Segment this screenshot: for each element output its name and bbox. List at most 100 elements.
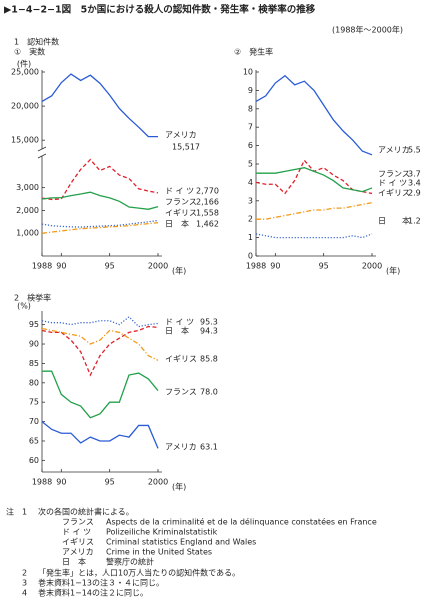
value-label: 3.7 (408, 170, 421, 179)
series-line (41, 158, 159, 201)
series-line (256, 167, 373, 193)
series-line (42, 370, 159, 419)
x-tick-label: 1988 (246, 262, 266, 271)
notes: 注 1 次の各国の統計書による。 フランス Aspects de la crim… (6, 507, 377, 598)
y-axis-unit: (%) (17, 302, 31, 311)
y-tick-label: 10 (243, 68, 253, 77)
series-label: ド イ ツ (378, 179, 407, 188)
period: (1988年～2000年) (332, 25, 403, 35)
x-tick-label: 90 (270, 262, 280, 271)
note-number: 1 (22, 508, 27, 517)
y-tick-label: 75 (29, 398, 39, 407)
chart-title: ① 実数 (14, 47, 45, 57)
x-tick-label: 2000 (362, 262, 382, 271)
y-tick-label: 4 (248, 178, 253, 187)
x-tick-label: 1988 (32, 478, 52, 487)
y-tick-label: 2 (248, 215, 253, 224)
value-label: 2,770 (196, 187, 219, 196)
value-label: 95.3 (200, 318, 218, 327)
series-line (41, 191, 159, 210)
value-label: 2,166 (196, 198, 219, 207)
value-label: 63.1 (200, 443, 218, 452)
note-text: 巻末資料1−13の注３・４に同じ。 (38, 578, 164, 588)
note-text: 「発生率」とは，人口10万人当たりの認知件数である。 (38, 568, 240, 578)
series-line (255, 74, 373, 156)
series-label: 日 本 (165, 219, 189, 229)
source-title: 警察庁の統計 (106, 557, 154, 567)
x-tick-label: 2000 (148, 262, 168, 271)
value-label: 3.4 (408, 179, 421, 188)
value-label: 1,558 (196, 209, 219, 218)
y-tick-label: 15,000 (11, 136, 39, 145)
value-label: 15,517 (172, 143, 200, 152)
series-line (41, 421, 159, 449)
series-label: アメリカ (378, 146, 410, 155)
y-tick-label: 25,000 (11, 68, 39, 77)
y-tick-label: 5 (248, 160, 253, 169)
value-label: 2.9 (408, 189, 421, 198)
y-tick-label: 3 (248, 196, 253, 205)
series-line (255, 233, 373, 239)
y-tick-label: 60 (29, 456, 39, 465)
source-country: 日 本 (62, 557, 86, 567)
series-label: イギリス (165, 355, 197, 364)
x-tick-label: 95 (319, 262, 329, 271)
series-label: アメリカ (165, 131, 197, 140)
series-line (41, 325, 159, 377)
y-tick-label: 8 (248, 104, 253, 113)
x-tick-label: 90 (56, 478, 66, 487)
series-label: イギリス (378, 189, 410, 198)
note-number: 2 (22, 569, 27, 578)
section-title: 1 認知件数 (14, 37, 59, 47)
y-tick-label: 1,000 (16, 229, 39, 238)
series-label: フランス (378, 170, 410, 179)
series-label: 日 本 (378, 216, 410, 226)
source-title: Aspects de la criminalité et de la délin… (106, 517, 377, 527)
series-label: フランス (165, 388, 197, 397)
y-tick-label: 80 (29, 378, 39, 387)
y-axis-unit: (件) (17, 59, 31, 69)
y-tick-label: 95 (29, 320, 39, 329)
y-tick-label: 2,000 (16, 206, 39, 215)
x-axis-unit: (年) (172, 482, 186, 492)
y-tick-label: 3,000 (16, 183, 39, 192)
y-tick-label: 85 (29, 359, 39, 368)
y-tick-label: 65 (29, 436, 39, 445)
series-label: 日 本 (165, 326, 189, 336)
series-line (41, 222, 159, 234)
chart-title: 2 検挙率 (14, 293, 51, 303)
notes-mark: 注 (6, 507, 14, 517)
series-label: フランス (165, 198, 197, 207)
note-text: 次の各国の統計書による。 (38, 507, 134, 517)
source-country: ド イ ツ (62, 528, 91, 537)
y-tick-label: 9 (248, 86, 253, 95)
series-line (256, 202, 373, 220)
x-tick-label: 1988 (32, 262, 52, 271)
source-title: Criminal statistics England and Wales (106, 538, 256, 547)
value-label: 78.0 (200, 388, 218, 397)
source-country: イギリス (62, 538, 94, 547)
x-tick-label: 95 (105, 262, 115, 271)
y-tick-label: 90 (29, 340, 39, 349)
y-tick-label: 0 (248, 252, 253, 261)
value-label: 1,462 (196, 220, 219, 229)
axis-break (37, 146, 47, 152)
y-tick-label: 6 (248, 141, 253, 150)
series-line (41, 327, 159, 361)
value-label: 1.2 (408, 217, 421, 226)
series-label: ド イ ツ (165, 187, 194, 196)
x-tick-label: 95 (105, 478, 115, 487)
source-title: Polizeiliche Kriminalstatistik (106, 528, 218, 537)
source-country: フランス (62, 518, 94, 527)
series-label: イギリス (165, 209, 197, 218)
series-line (41, 219, 159, 228)
source-title: Crime in the United States (106, 548, 212, 557)
note-text: 巻末資料1−14の注２に同じ。 (38, 588, 148, 598)
x-axis-unit: (年) (386, 266, 400, 276)
x-axis-unit: (年) (172, 266, 186, 276)
value-label: 85.8 (200, 355, 218, 364)
y-tick-label: 70 (29, 417, 39, 426)
x-tick-label: 90 (56, 262, 66, 271)
series-line (255, 159, 373, 195)
y-tick-label: 7 (248, 123, 253, 132)
